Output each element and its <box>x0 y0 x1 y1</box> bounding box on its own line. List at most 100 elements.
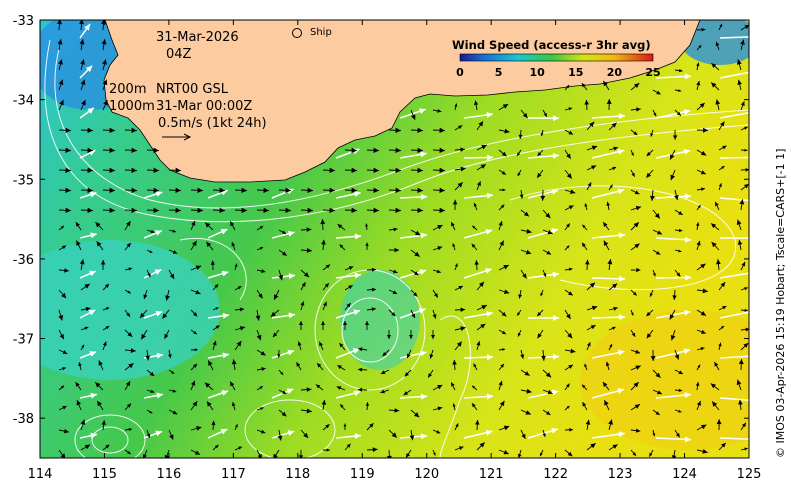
wind-arrow-head <box>88 310 96 316</box>
current-arrow-head <box>386 455 392 458</box>
current-arrow-head <box>701 187 705 191</box>
wind-arrow-head <box>617 349 625 356</box>
current-arrow-head <box>501 151 507 157</box>
current-arrow-head <box>702 127 708 133</box>
current-arrow-head <box>321 239 326 245</box>
wind-arrow-head <box>221 270 229 277</box>
current-arrow-head <box>236 341 242 347</box>
wind-arrow-head <box>617 148 625 155</box>
current-arrow-head <box>215 325 220 329</box>
wind-arrow-head <box>87 107 94 114</box>
current-arrow-head <box>297 341 302 346</box>
current-arrow-head <box>569 428 574 432</box>
current-arrow-head <box>259 226 264 230</box>
current-arrow-head <box>458 446 464 451</box>
current-arrow-head <box>678 409 682 413</box>
current-arrow-head <box>80 59 85 65</box>
current-arrow-head <box>670 174 676 181</box>
current-arrow-head <box>585 419 591 425</box>
current-arrow-head <box>452 359 457 365</box>
current-arrow-head <box>471 385 476 389</box>
current-arrow-head <box>669 314 675 320</box>
current-arrow-head <box>87 147 93 154</box>
current-arrow-head <box>80 419 86 425</box>
current-arrow-head <box>211 420 216 426</box>
lon-tick-label: 124 <box>672 467 697 482</box>
current-arrow-head <box>649 293 653 297</box>
current-arrow-head <box>633 222 639 228</box>
current-arrow-head <box>373 187 379 194</box>
lon-tick-label: 123 <box>608 467 633 482</box>
colorbar-tick-label: 15 <box>568 66 583 79</box>
current-arrow-head <box>191 380 196 386</box>
current-arrow-head <box>720 282 726 288</box>
current-arrow-head <box>329 167 335 174</box>
current-arrow-head <box>277 435 283 441</box>
current-arrow-head <box>172 250 178 254</box>
current-arrow-head <box>97 400 102 407</box>
current-arrow-head <box>526 388 532 394</box>
current-arrow-head <box>715 41 720 47</box>
current-arrow-head <box>337 365 342 370</box>
wind-arrow <box>719 156 749 159</box>
current-arrow-head <box>219 207 225 214</box>
current-arrow-head <box>613 306 618 311</box>
current-arrow-head <box>537 333 542 339</box>
current-arrow-head <box>540 132 544 137</box>
current-arrow-head <box>699 102 705 108</box>
current-arrow-head <box>414 251 420 257</box>
current-arrow-head <box>428 373 433 378</box>
current-arrow-head <box>675 432 680 438</box>
current-arrow-head <box>128 267 133 271</box>
current-arrow-head <box>280 371 284 375</box>
current-arrow-head <box>501 171 506 175</box>
current-arrow-head <box>479 442 485 448</box>
current-arrow-head <box>439 127 445 134</box>
current-arrow-head <box>646 333 652 339</box>
current-arrow-head <box>380 389 385 394</box>
lon-tick-label: 122 <box>543 467 568 482</box>
current-arrow-head <box>678 388 683 392</box>
wind-arrow-head <box>353 390 361 397</box>
wind-arrow-head <box>287 230 295 237</box>
wind-arrow-head <box>420 433 428 440</box>
current-arrow-head <box>149 371 155 377</box>
current-arrow-head <box>590 443 596 449</box>
current-arrow-head <box>460 147 466 152</box>
scale-label: 0.5m/s (1kt 24h) <box>158 116 267 131</box>
current-arrow-head <box>95 222 101 228</box>
current-arrow-head <box>282 390 287 394</box>
current-arrow-head <box>547 229 553 235</box>
wind-arrow-head <box>551 427 558 434</box>
current-arrow-head <box>635 205 642 211</box>
current-arrow-head <box>259 247 264 250</box>
current-arrow-head <box>321 400 327 405</box>
wind-arrow-head <box>750 109 756 115</box>
wind-arrow-head <box>551 188 559 195</box>
current-arrow <box>388 449 390 458</box>
eddy-region <box>340 270 420 370</box>
current-arrow-head <box>65 147 71 154</box>
wind-arrow-head <box>751 235 757 241</box>
current-arrow-head <box>721 166 725 170</box>
current-arrow-head <box>635 428 641 433</box>
wind-arrow-head <box>286 388 294 395</box>
current-arrow-head <box>744 308 748 312</box>
current-arrow-head <box>581 83 586 88</box>
current-arrow-head <box>65 167 71 174</box>
current-arrow-head <box>716 419 722 425</box>
current-arrow-head <box>329 207 335 214</box>
current-arrow-head <box>585 259 590 265</box>
current-arrow-head <box>437 109 442 113</box>
current-arrow-head <box>584 203 588 207</box>
current-arrow-head <box>568 130 574 135</box>
current-arrow-head <box>711 223 717 229</box>
current-arrow-head <box>261 367 266 372</box>
current-arrow-head <box>744 126 748 130</box>
current-arrow-head <box>320 321 326 326</box>
current-arrow-head <box>501 311 507 317</box>
current-arrow-head <box>433 452 436 456</box>
current-arrow-head <box>698 45 702 49</box>
current-arrow-head <box>631 172 635 177</box>
current-arrow-head <box>193 330 197 335</box>
